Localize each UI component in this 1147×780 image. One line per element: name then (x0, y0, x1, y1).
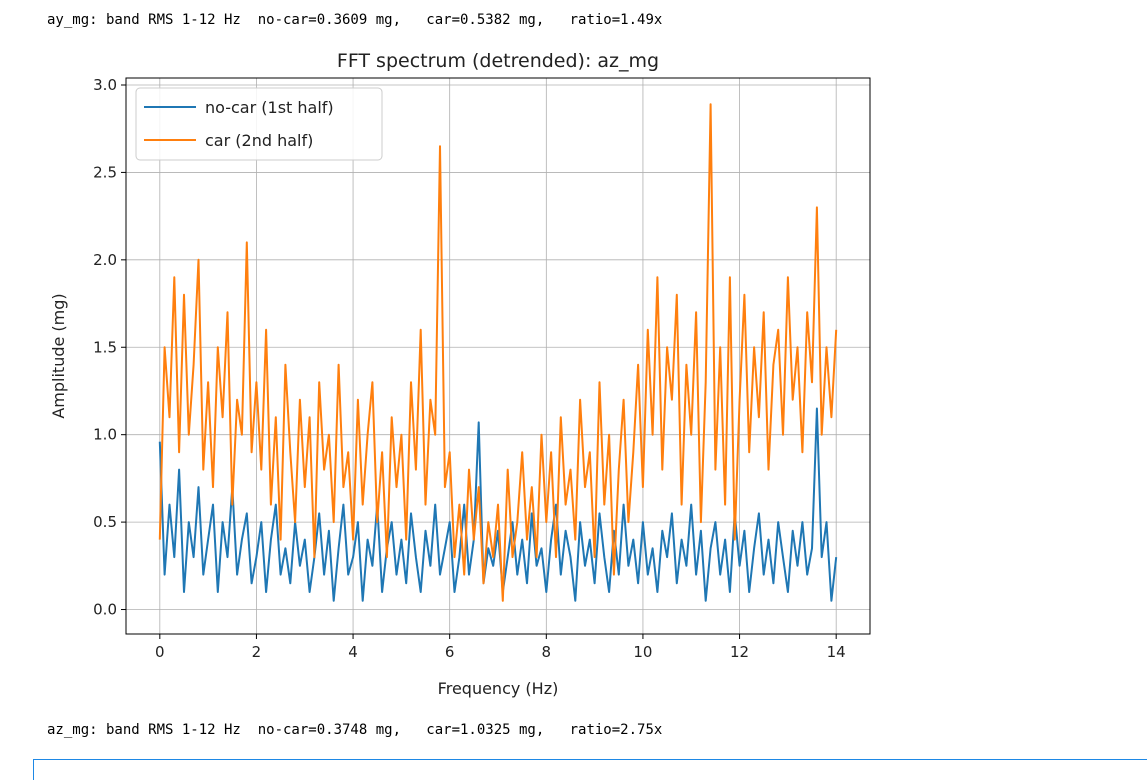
grid (126, 78, 870, 634)
x-tick-label: 12 (730, 643, 749, 661)
output-text-az: az_mg: band RMS 1-12 Hz no-car=0.3748 mg… (47, 722, 663, 738)
series-line-car (158, 103, 838, 602)
x-axis-label: Frequency (Hz) (438, 679, 559, 698)
fft-chart: 0 2 4 6 8 10 12 14 0.0 0.5 1.0 1.5 2.0 2.5 3.0 FFT spe… (49, 50, 871, 698)
x-tick-label: 14 (827, 643, 846, 661)
y-axis-label: Amplitude (mg) (49, 293, 68, 418)
legend-label-car: car (2nd half) (205, 131, 313, 150)
y-tick-label: 2.5 (93, 163, 117, 181)
y-tick-label: 0.5 (93, 513, 117, 531)
chart-title: FFT spectrum (detrended): az_mg (337, 50, 659, 72)
y-tick-label: 2.0 (93, 251, 117, 269)
y-tick-label: 0.0 (93, 601, 117, 619)
axes-frame (125, 77, 871, 635)
y-tick-label: 3.0 (93, 76, 117, 94)
legend-box (135, 87, 383, 161)
y-tick-label: 1.0 (93, 426, 117, 444)
x-tick-label: 0 (155, 643, 165, 661)
x-tick-label: 2 (252, 643, 262, 661)
y-tick-label: 1.5 (93, 338, 117, 356)
output-text-ay: ay_mg: band RMS 1-12 Hz no-car=0.3609 mg… (47, 12, 663, 28)
legend: no-car (1st half) car (2nd half) (135, 87, 383, 161)
x-tick-label: 6 (445, 643, 455, 661)
series-lines (158, 103, 838, 602)
x-tick-label: 8 (542, 643, 552, 661)
series-line-no-car (158, 407, 838, 602)
x-tick-label: 4 (348, 643, 358, 661)
legend-label-no-car: no-car (1st half) (205, 98, 334, 117)
x-tick-label: 10 (633, 643, 652, 661)
ticks: 0 2 4 6 8 10 12 14 0.0 0.5 1.0 1.5 2.0 2.5 3.0 (93, 76, 846, 661)
next-cell[interactable] (33, 759, 1147, 780)
